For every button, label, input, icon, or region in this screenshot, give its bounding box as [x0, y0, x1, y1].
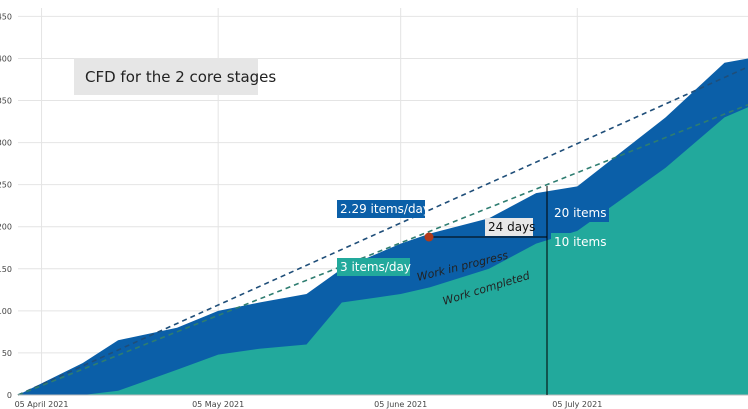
- wip-count-label: 20 items: [554, 206, 606, 220]
- area-work-completed: [18, 107, 748, 396]
- y-tick-label: 450: [0, 12, 12, 21]
- y-tick-label: 50: [2, 349, 12, 358]
- x-tick-label: 05 May 2021: [192, 400, 244, 409]
- y-tick-label: 300: [0, 139, 12, 148]
- trend-label-2: 3 items/day: [340, 260, 411, 274]
- x-tick-label: 05 July 2021: [552, 400, 602, 409]
- trend-label-bg-1: [337, 200, 425, 218]
- days-label-bg: [485, 218, 533, 236]
- title-box: [74, 58, 258, 95]
- areas: [18, 58, 748, 396]
- done-count-bg: [551, 233, 609, 251]
- point-marker: [424, 232, 434, 242]
- chart-title: CFD for the 2 core stages: [85, 68, 276, 86]
- y-tick-label: 400: [0, 54, 12, 63]
- y-tick-label: 350: [0, 97, 12, 106]
- done-count-label: 10 items: [554, 235, 606, 249]
- trend-label-1: 2.29 items/day: [340, 202, 430, 216]
- y-tick-label: 100: [0, 307, 12, 316]
- y-tick-label: 0: [7, 391, 12, 400]
- wip-count-bg: [551, 204, 609, 222]
- y-tick-label: 150: [0, 265, 12, 274]
- x-tick-label: 05 April 2021: [15, 400, 69, 409]
- x-tick-label: 05 June 2021: [374, 400, 427, 409]
- days-label: 24 days: [488, 220, 535, 234]
- y-tick-label: 250: [0, 181, 12, 190]
- trend-line-1: [17, 66, 748, 396]
- y-tick-label: 200: [0, 223, 12, 232]
- trend-label-bg-2: [337, 258, 410, 276]
- axes: 0 50 100 150 200 250 300 350 400 450 05 April 2021…: [0, 12, 748, 409]
- trend-lines: [17, 66, 748, 396]
- trend-line-2: [17, 104, 748, 396]
